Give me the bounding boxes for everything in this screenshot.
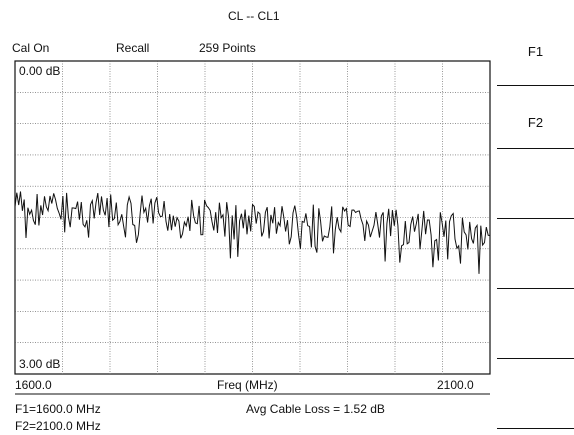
avg-cable-loss-readout: Avg Cable Loss = 1.52 dB	[246, 402, 385, 416]
mode-label: Recall	[116, 41, 150, 55]
x-end-label: 2100.0	[437, 378, 474, 392]
plot-grid	[15, 61, 490, 374]
softkey-divider-2	[497, 148, 574, 149]
f2-readout: F2=2100.0 MHz	[15, 419, 101, 433]
cable-loss-trace	[14, 191, 491, 274]
top-scale-label: 0.00 dB	[19, 64, 61, 78]
softkey-divider-4	[497, 288, 574, 289]
page-title: CL -- CL1	[228, 9, 280, 23]
f1-readout: F1=1600.0 MHz	[15, 402, 101, 416]
points-label: 259 Points	[199, 41, 256, 55]
softkey-f2-label[interactable]: F2	[527, 115, 544, 130]
softkey-divider-5	[497, 358, 574, 359]
cal-status: Cal On	[12, 41, 50, 55]
x-start-label: 1600.0	[15, 378, 52, 392]
softkey-divider-6	[497, 428, 574, 429]
x-axis-label: Freq (MHz)	[217, 378, 278, 392]
softkey-f1-label[interactable]: F1	[527, 44, 544, 59]
softkey-divider-1	[497, 85, 574, 86]
bottom-scale-label: 3.00 dB	[19, 357, 61, 371]
softkey-divider-3	[497, 218, 574, 219]
